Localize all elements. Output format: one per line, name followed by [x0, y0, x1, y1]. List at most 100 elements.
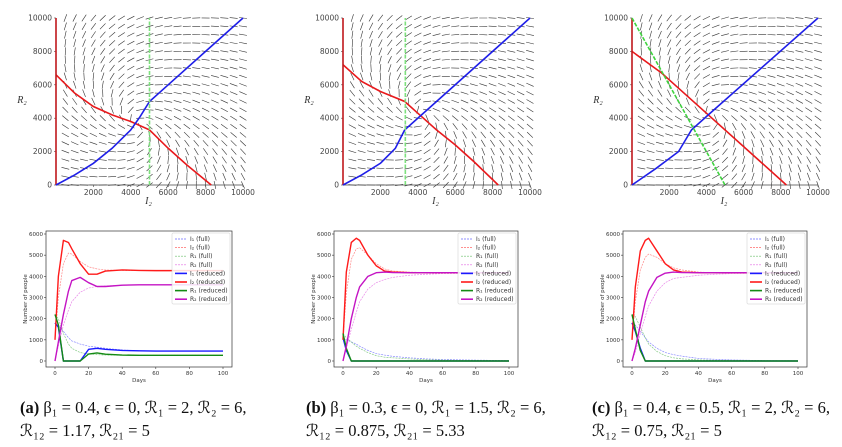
x-tick-label: 4000 [697, 188, 716, 197]
direction-arrow [739, 17, 748, 19]
direction-arrow [377, 22, 383, 30]
y-tick-label: 1000 [317, 338, 331, 344]
direction-arrow [368, 89, 374, 97]
direction-arrow [183, 123, 191, 130]
time-plot-c: 0 20 40 60 80 1000100020003000400050006000Day… [600, 230, 808, 384]
direction-arrow [368, 98, 374, 105]
direction-arrow [378, 39, 383, 47]
direction-arrow [760, 147, 764, 156]
direction-arrow [64, 55, 66, 64]
direction-arrow [192, 83, 201, 87]
direction-arrow [89, 141, 98, 145]
x-tick-label: 10000 [231, 188, 255, 197]
direction-arrow [721, 24, 729, 28]
direction-arrow [238, 25, 248, 28]
direction-arrow [175, 147, 180, 156]
direction-arrow [397, 80, 401, 89]
direction-arrow [182, 83, 191, 86]
direction-arrow [70, 149, 79, 154]
direction-arrow [739, 83, 748, 86]
direction-arrow [730, 92, 739, 95]
direction-arrow [220, 115, 228, 121]
direction-arrow [517, 140, 524, 147]
direction-arrow [360, 30, 364, 39]
direction-arrow [405, 65, 412, 71]
direction-arrow [91, 55, 96, 64]
direction-arrow [155, 116, 163, 121]
direction-arrow [423, 174, 431, 179]
direction-arrow [220, 123, 228, 130]
direction-arrow [157, 156, 161, 164]
legend-label: I₂ (full) [190, 245, 210, 252]
direction-arrow [154, 41, 163, 45]
direction-arrow [723, 130, 727, 139]
direction-arrow [432, 24, 441, 28]
direction-arrow [777, 107, 785, 113]
direction-arrow [732, 156, 737, 164]
direction-arrow [657, 22, 663, 31]
direction-arrow [136, 108, 145, 111]
direction-arrow [693, 167, 702, 170]
direction-arrow [385, 133, 394, 137]
direction-arrow [526, 107, 534, 113]
curve-red-nullcline [631, 50, 787, 186]
direction-arrow [126, 150, 135, 153]
direction-arrow [117, 167, 126, 170]
direction-arrow [712, 174, 720, 179]
direction-arrow [712, 140, 720, 146]
direction-arrow [136, 32, 144, 37]
direction-arrow [127, 98, 135, 105]
direction-arrow [693, 15, 701, 21]
direction-arrow [796, 123, 803, 130]
direction-arrow [81, 14, 87, 22]
direction-arrow [675, 106, 682, 113]
y-tick-label: 6000 [29, 232, 43, 238]
direction-arrow [646, 175, 655, 178]
direction-arrow [683, 167, 692, 170]
direction-arrow [145, 75, 154, 78]
direction-arrow [795, 25, 804, 28]
direction-arrow [414, 90, 422, 96]
direction-arrow [451, 99, 460, 104]
caption-text: β₁ = 0.3, ϵ = 0, ℛ₁ = 1.5, ℛ₂ = 6, ℛ₁₂ =… [306, 398, 546, 440]
direction-arrow [414, 82, 422, 88]
curve-red-nullcline [342, 64, 499, 186]
direction-arrow [749, 115, 757, 121]
direction-arrow [379, 64, 382, 73]
direction-arrow [396, 106, 403, 113]
legend-label: I₁ (full) [765, 236, 785, 243]
direction-arrow [488, 91, 497, 96]
direction-arrow [183, 99, 191, 104]
direction-arrow [136, 100, 145, 103]
x-tick-label: 60 [728, 371, 735, 377]
direction-arrow [507, 58, 516, 62]
direction-arrow [91, 39, 96, 47]
direction-arrow [686, 80, 690, 89]
direction-arrow [70, 158, 79, 162]
direction-arrow [516, 82, 525, 87]
direction-arrow [451, 25, 460, 28]
direction-arrow [414, 49, 422, 54]
direction-arrow [99, 31, 106, 38]
direction-arrow [351, 30, 354, 39]
x-tick-label: 80 [472, 371, 479, 377]
direction-arrow [220, 91, 229, 95]
direction-arrow [804, 17, 813, 19]
direction-arrow [655, 176, 664, 178]
direction-arrow [797, 164, 802, 173]
y-tick-label: 6000 [317, 232, 331, 238]
direction-arrow [693, 23, 701, 29]
direction-arrow [647, 107, 654, 113]
direction-arrow [452, 173, 458, 181]
x-axis-label: Days [419, 378, 433, 384]
direction-arrow [377, 107, 384, 113]
direction-arrow [117, 142, 126, 144]
direction-arrow [647, 98, 654, 105]
direction-arrow [118, 65, 125, 71]
direction-arrow [101, 72, 105, 81]
direction-arrow [211, 123, 219, 130]
direction-arrow [805, 107, 813, 113]
direction-arrow [646, 150, 655, 153]
direction-arrow [637, 115, 645, 121]
direction-arrow [815, 164, 821, 172]
